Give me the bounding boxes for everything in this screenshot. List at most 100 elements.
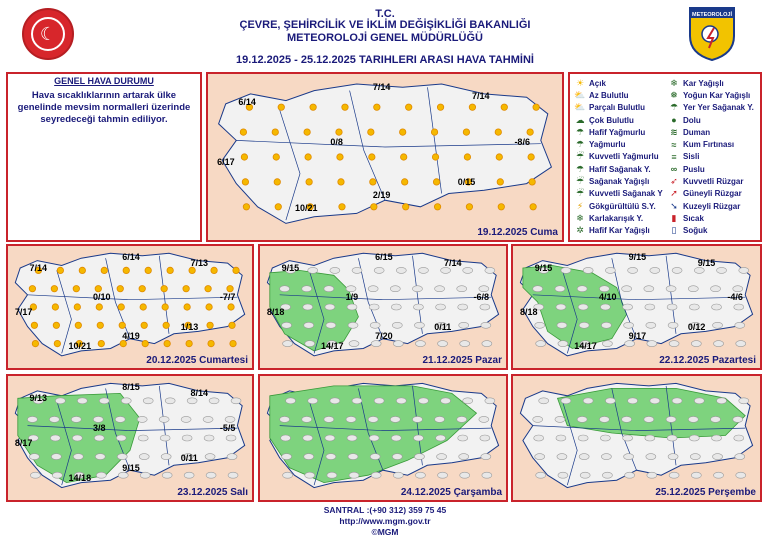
legend-label: Hafif Sağanak Y. [589,164,651,174]
cloud-icon [671,397,683,405]
cloud-icon [280,303,291,311]
temperature-label: 6/17 [217,157,235,167]
legend-label: Sıcak [683,213,704,223]
cloud-icon [667,322,679,329]
temperature-label: 1/9 [345,292,359,303]
sun-icon [274,203,282,211]
sun-icon [207,340,215,348]
cloud-icon [649,267,661,274]
hail-icon: ● [671,115,677,126]
temperature-label: -4/6 [727,292,743,303]
legend-item: ☔ Sağanak Yağışlı [574,175,670,187]
cloud-icon [579,471,591,479]
cloud-icon [600,434,611,442]
cloud-icon [418,267,429,274]
legend-label: Kuvvetli Yağmurlu [589,152,659,162]
cloud-icon [532,285,544,293]
sun-icon [271,128,279,136]
region-boundary [278,107,301,221]
cloud-icon [481,340,493,347]
region-boundary [279,425,492,431]
cloud-icon [77,397,88,405]
cloud-icon [668,340,680,347]
cloud-icon [370,471,382,479]
cloud-icon [690,453,701,460]
sun-icon [400,153,408,161]
cloud-icon [694,397,705,405]
cloud-icon [535,340,547,347]
cloud-icon [711,434,722,442]
cloud-icon [712,453,723,460]
cloud-icon [691,471,702,479]
region-boundary [56,270,72,354]
sun-icon [239,128,248,136]
cloud-icon [30,471,41,479]
region-boundary [532,294,746,301]
sun-icon [138,285,146,293]
cloud-icon [624,340,635,347]
sun-icon [226,285,234,293]
cloud-icon [351,267,363,274]
temperature-label: 4/19 [122,331,140,342]
cloud-icon [646,340,658,347]
sun-icon [118,321,126,329]
temperature-label: 2/19 [372,190,391,201]
sun-icon [245,103,254,111]
cloud-icon [621,285,632,293]
cloud-icon [301,285,313,293]
cloud-icon [224,416,236,423]
sun-icon [463,153,472,161]
legend-item: ⚡ Gökgürültülü S.Y. [574,200,670,212]
legend-label: Sağanak Yağışlı [589,177,650,187]
turkey-map [266,252,500,357]
hot-icon: ▮ [671,212,677,223]
forecast-date-label: 23.12.2025 Salı [177,487,248,498]
sun-icon [206,321,214,329]
cloud-icon [368,303,380,311]
legend-label: Kuzeyli Rüzgar [683,201,741,211]
legend-label: Kuvvetli Sağanak Y [589,189,663,199]
footer-url[interactable]: http://www.mgm.gov.tr [339,516,431,526]
cloud-icon [304,340,316,347]
cloud-icon [577,303,589,311]
cloud-icon [735,340,747,347]
cloud-icon [414,453,425,460]
cloud-icon [368,434,380,442]
cloud-icon [479,434,491,442]
sun-icon [309,103,317,111]
sun-icon [34,266,42,274]
region-boundary [412,385,423,466]
sun-icon [335,128,343,136]
sun-icon [204,285,212,293]
temperature-label: 9/15 [628,252,647,263]
temperature-label: 7/14 [471,90,490,101]
legend-item: ☂ Yer Yer Sağanak Y. [668,102,760,114]
light-rain-icon: ☂ [575,126,585,137]
cloud-icon [160,453,172,460]
region-boundary [562,270,578,354]
cloud-icon [71,416,82,423]
cloud-icon [51,453,62,460]
legend-label: Kar Yağışlı [683,78,724,88]
cloud-icon [391,303,402,311]
cloud-icon [138,453,150,460]
cloud-icon [390,416,401,423]
temperature-label: 6/15 [375,252,393,263]
sun-icon [370,203,378,211]
temperature-label: 8/15 [122,382,140,393]
cloud-icon [711,303,722,311]
cloud-icon [732,285,744,293]
sun-icon [163,340,171,348]
region-boundary [279,294,492,301]
region-boundary [308,270,325,354]
cloud-icon [578,322,590,329]
cloud-icon [556,322,568,329]
cloud-icon [117,471,129,479]
sun-icon [338,203,346,211]
sun-icon [119,340,127,348]
general-weather-title: GENEL HAVA DURUMU [54,76,154,86]
cloud-icon [478,416,490,423]
legend-item: ∞ Puslu [668,163,760,175]
sun-icon [240,153,249,161]
cloud-icon [716,397,727,405]
